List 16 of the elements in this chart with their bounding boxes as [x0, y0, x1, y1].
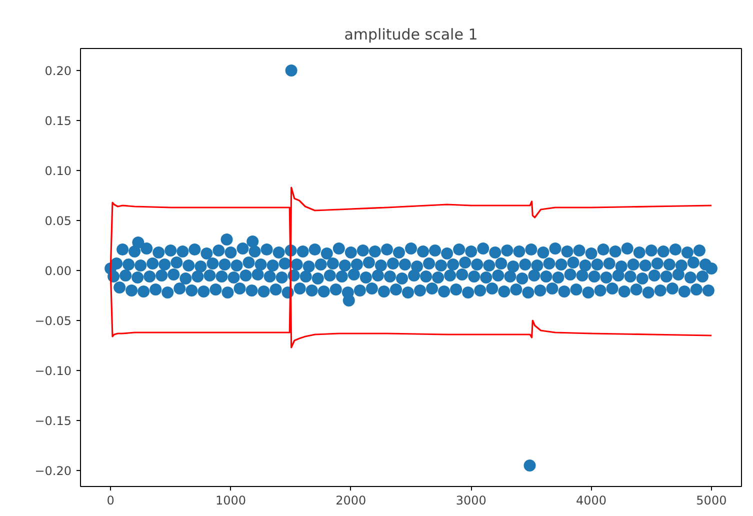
y-tick-label: 0.15	[44, 114, 72, 128]
x-tick-label: 0	[106, 494, 114, 508]
y-tick-label: −0.15	[34, 414, 72, 428]
y-tick-label: 0.05	[44, 214, 72, 228]
x-tick-label: 2000	[336, 494, 366, 508]
chart-title: amplitude scale 1	[344, 26, 478, 44]
x-tick-label: 4000	[576, 494, 607, 508]
y-tick-label: −0.10	[34, 364, 72, 378]
y-tick-label: 0.10	[44, 164, 72, 178]
x-tick-label: 1000	[215, 494, 246, 508]
y-tick-label: 0.00	[44, 264, 72, 278]
y-tick-label: 0.20	[44, 64, 72, 78]
x-tick-label: 5000	[696, 494, 727, 508]
y-tick-label: −0.05	[34, 314, 72, 328]
y-tick-label: −0.20	[34, 464, 72, 478]
x-tick-label: 3000	[456, 494, 486, 508]
